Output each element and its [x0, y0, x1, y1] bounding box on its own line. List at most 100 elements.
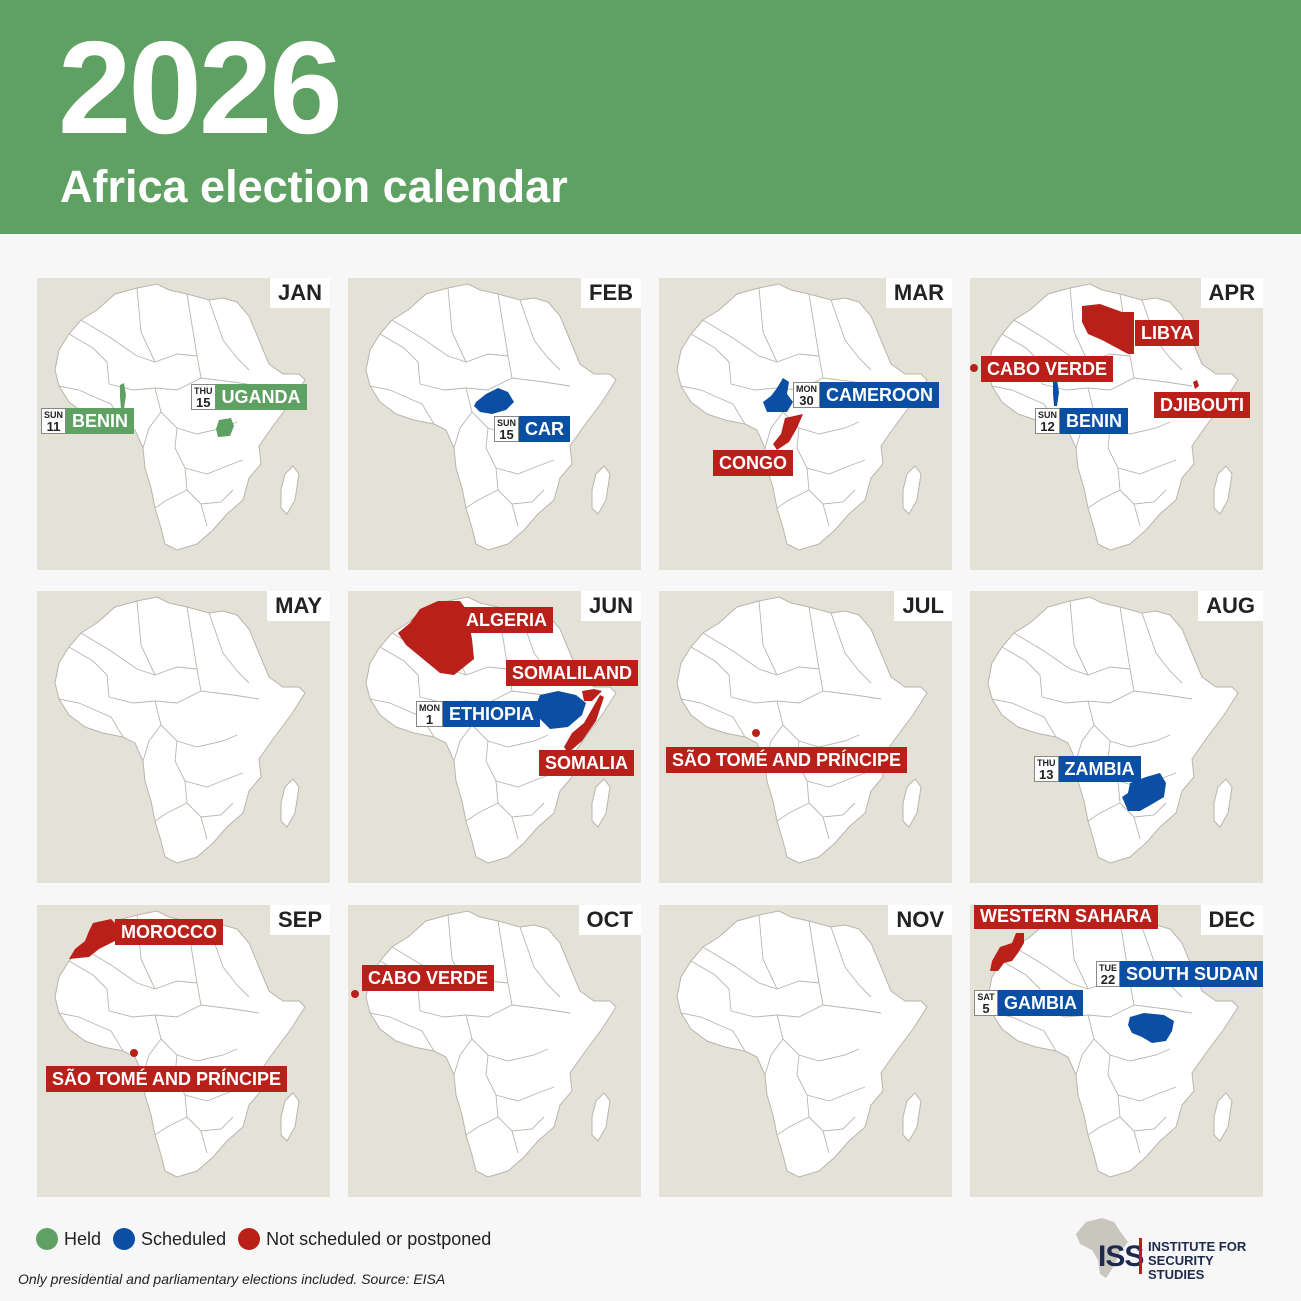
marker-cabo-verde [970, 364, 978, 372]
panel-sep: SEP MOROCCO SÃO TOMÉ AND PRÍNCIPE [37, 905, 330, 1197]
election-tag: WESTERN SAHARA [974, 905, 1159, 929]
africa-map [365, 283, 617, 551]
election-tag: DJIBOUTI [1154, 392, 1251, 418]
date-box: SUN 12 [1035, 408, 1061, 434]
country-label: UGANDA [215, 384, 307, 410]
africa-map [676, 910, 928, 1178]
date-box: SAT 5 [974, 990, 998, 1016]
country-label: SÃO TOMÉ AND PRÍNCIPE [46, 1066, 288, 1092]
election-tag: THU 15 UGANDA [191, 384, 307, 410]
month-label: JAN [269, 278, 330, 308]
africa-map [54, 910, 306, 1178]
date-box: THU 13 [1034, 756, 1059, 782]
election-tag: SOMALILAND [506, 660, 638, 686]
country-label: SOMALIA [539, 750, 634, 776]
election-tag: TUE 22 SOUTH SUDAN [1096, 961, 1263, 987]
legend-item-not-scheduled: Not scheduled or postponed [238, 1228, 491, 1250]
election-tag: SUN 15 CAR [494, 416, 571, 442]
election-tag: CONGO [713, 450, 794, 476]
date-box: TUE 22 [1096, 961, 1120, 987]
not-scheduled-swatch-icon [238, 1228, 261, 1250]
month-label: JUL [894, 591, 952, 621]
legend: Held Scheduled Not scheduled or postpone… [36, 1228, 495, 1250]
panel-apr: APR LIBYA CABO VERDE SUN 12 BENIN DJIBOUT… [970, 278, 1263, 570]
region-benin [1053, 380, 1059, 406]
election-tag: THU 13 ZAMBIA [1034, 756, 1141, 782]
month-grid: JAN SUN 11 BENIN THU 15 UGANDA FEB SUN 15 C… [37, 278, 1263, 1198]
election-tag: LIBYA [1135, 320, 1200, 346]
country-label: CONGO [713, 450, 794, 476]
region-zambia [1122, 773, 1166, 811]
panel-feb: FEB SUN 15 CAR [348, 278, 641, 570]
month-label: NOV [888, 905, 952, 935]
country-label: WESTERN SAHARA [974, 905, 1159, 929]
country-label: CAR [519, 416, 571, 442]
panel-oct: OCT CABO VERDE [348, 905, 641, 1197]
country-label: BENIN [66, 408, 135, 434]
panel-dec: DEC WESTERN SAHARA TUE 22 SOUTH SUDAN SAT… [970, 905, 1263, 1197]
region-benin [120, 383, 126, 409]
month-label: OCT [578, 905, 641, 935]
region-congo [773, 414, 803, 450]
panel-may: MAY [37, 591, 330, 883]
country-label: CABO VERDE [981, 356, 1114, 382]
election-tag: SAT 5 GAMBIA [974, 990, 1083, 1016]
africa-map [365, 596, 617, 864]
country-label: ALGERIA [460, 607, 553, 633]
africa-map [676, 283, 928, 551]
month-label: SEP [269, 905, 330, 935]
legend-item-scheduled: Scheduled [113, 1228, 234, 1250]
africa-map [676, 596, 928, 864]
header-banner: 2026 Africa election calendar [0, 0, 1301, 234]
month-label: MAY [267, 591, 330, 621]
date-box: MON 30 [793, 382, 820, 408]
africa-map [351, 910, 617, 1178]
month-label: DEC [1200, 905, 1263, 935]
election-tag: ALGERIA [460, 607, 553, 633]
month-label: JUN [580, 591, 641, 621]
held-swatch-icon [36, 1228, 58, 1250]
country-label: SOUTH SUDAN [1120, 961, 1263, 987]
africa-map [970, 283, 1239, 551]
region-south-sudan [1128, 1013, 1174, 1043]
election-tag: CABO VERDE [981, 356, 1114, 382]
date-box: MON 1 [416, 701, 443, 727]
country-label: GAMBIA [998, 990, 1083, 1016]
logo-abbr: ISS [1098, 1240, 1144, 1273]
country-label: SÃO TOMÉ AND PRÍNCIPE [666, 747, 908, 773]
marker-sao-tome [130, 1049, 138, 1057]
election-tag: SÃO TOMÉ AND PRÍNCIPE [46, 1066, 288, 1092]
date-box: THU 15 [191, 384, 216, 410]
country-label: DJIBOUTI [1154, 392, 1251, 418]
month-label: MAR [885, 278, 952, 308]
country-label: CAMEROON [820, 382, 939, 408]
scheduled-swatch-icon [113, 1228, 136, 1250]
region-cameroon [763, 378, 793, 412]
logo-name: INSTITUTE FOR SECURITY STUDIES [1148, 1239, 1247, 1282]
date-box: SUN 11 [41, 408, 67, 434]
country-label: LIBYA [1135, 320, 1200, 346]
region-algeria [398, 601, 474, 675]
iss-logo: ISS INSTITUTE FOR SECURITY STUDIES [1072, 1214, 1272, 1284]
country-label: CABO VERDE [362, 965, 495, 991]
page-title: Africa election calendar [60, 161, 568, 212]
panel-nov: NOV [659, 905, 952, 1197]
election-tag: MON 30 CAMEROON [793, 382, 939, 408]
panel-aug: AUG THU 13 ZAMBIA [970, 591, 1263, 883]
country-label: MOROCCO [115, 919, 223, 945]
region-car [474, 388, 514, 414]
month-label: AUG [1198, 591, 1263, 621]
country-label: ZAMBIA [1058, 756, 1141, 782]
region-ethiopia [536, 691, 586, 729]
election-tag: SOMALIA [539, 750, 634, 776]
country-label: BENIN [1060, 408, 1129, 434]
marker-sao-tome [752, 729, 760, 737]
region-uganda [216, 418, 234, 437]
africa-logo-icon [1076, 1218, 1128, 1278]
source-footnote: Only presidential and parliamentary elec… [18, 1271, 446, 1287]
region-libya [1082, 304, 1134, 354]
region-morocco [69, 919, 119, 959]
country-label: ETHIOPIA [443, 701, 541, 727]
election-tag: MON 1 ETHIOPIA [416, 701, 541, 727]
region-somaliland [582, 689, 602, 701]
